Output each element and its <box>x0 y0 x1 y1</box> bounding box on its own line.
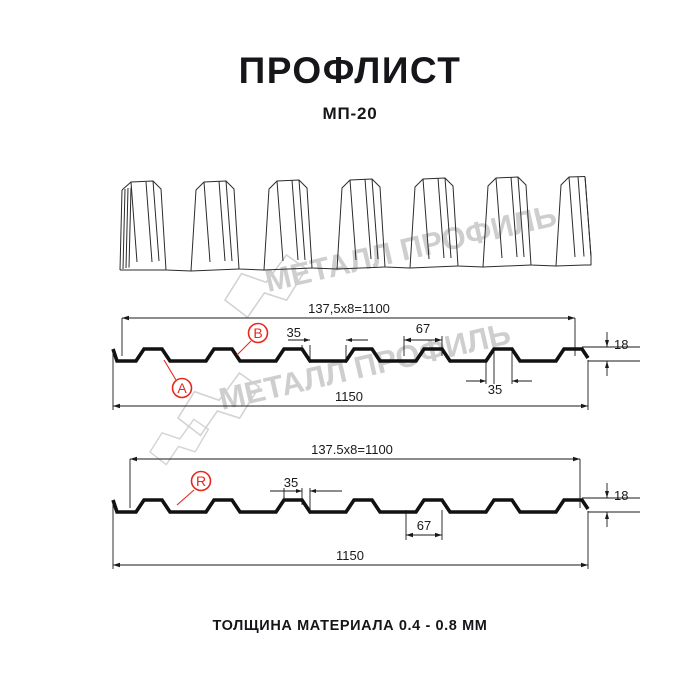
dim-67-1 <box>403 336 443 356</box>
dim-label-top-overall-2: 137.5x8=1100 <box>311 442 393 457</box>
dim-35-upper-2 <box>270 488 342 514</box>
callout-R-label: R <box>196 473 206 489</box>
dim-label-18-1: 18 <box>614 337 628 352</box>
dim-label-67-2: 67 <box>417 518 431 533</box>
callout-B-label: B <box>253 325 262 341</box>
dim-67-2 <box>405 510 443 540</box>
dim-bottom-overall-1 <box>112 352 589 410</box>
dim-top-overall-2 <box>129 456 581 508</box>
dim-label-35-lower-1: 35 <box>488 382 502 397</box>
callout-A: A <box>163 359 193 399</box>
callout-R: R <box>176 470 212 506</box>
dim-label-35-upper-1: 35 <box>287 325 301 340</box>
dim-label-35-upper-2: 35 <box>284 475 298 490</box>
section-bottom: 137.5x8=1100 35 <box>111 442 640 569</box>
dim-bottom-overall-2 <box>112 503 589 569</box>
section-top: 137,5x8=1100 35 <box>111 301 640 410</box>
dim-18-1 <box>582 332 640 376</box>
dim-label-18-2: 18 <box>614 488 628 503</box>
dim-label-bottom-overall-2: 1150 <box>336 548 364 563</box>
dim-35-lower-1 <box>466 352 532 384</box>
dim-label-67-1: 67 <box>416 321 430 336</box>
callout-A-label: A <box>177 380 187 396</box>
callout-B: B <box>236 322 269 356</box>
dim-18-2 <box>582 483 640 527</box>
material-thickness-note: ТОЛЩИНА МАТЕРИАЛА 0.4 - 0.8 ММ <box>212 618 488 634</box>
profile-3d-view <box>119 176 592 272</box>
watermark-section1: МЕТАЛЛ ПРОФИЛЬ <box>176 316 514 437</box>
dim-label-bottom-overall-1: 1150 <box>335 389 363 404</box>
watermark-section2 <box>149 418 210 466</box>
profile-outline-2 <box>111 498 590 514</box>
dim-label-top-overall-1: 137,5x8=1100 <box>308 301 390 316</box>
dim-35-upper-1 <box>288 338 368 363</box>
